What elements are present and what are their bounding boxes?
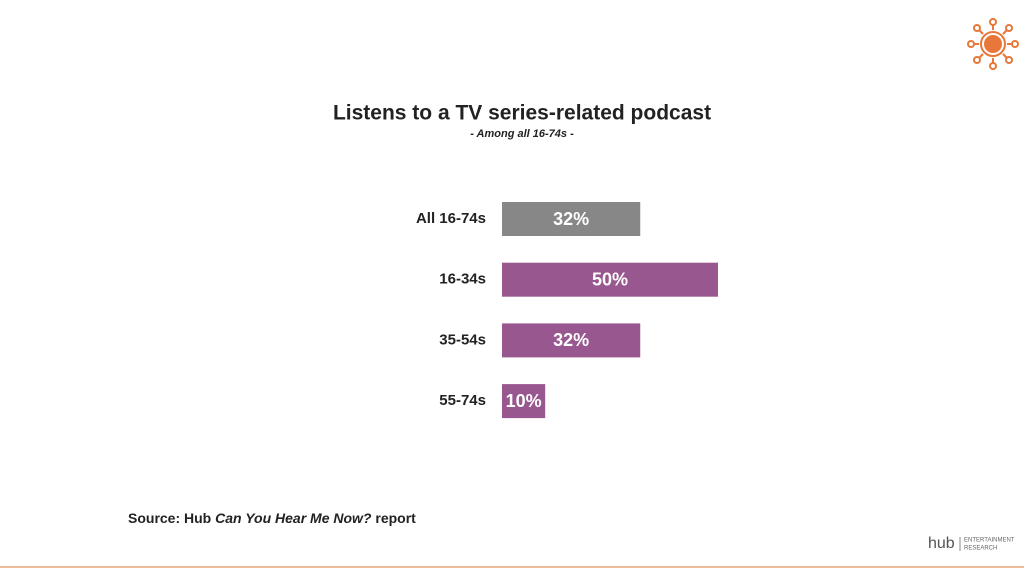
logo-sub: RESEARCH [964,546,997,552]
bar [502,384,546,419]
source-prefix: Source: Hub [128,510,215,526]
source-suffix: report [371,510,416,526]
source: Source: Hub Can You Hear Me Now? report [128,510,416,526]
category-label: All 16-74s [416,210,486,227]
source-title: Can You Hear Me Now? [215,510,372,526]
value-label: 32% [553,209,589,229]
value-label: 50% [592,269,628,289]
value-label: 32% [553,330,589,350]
bar [502,323,641,358]
logo-sub: ENTERTAINMENT [964,538,1015,544]
category-label: 16-34s [439,271,486,288]
category-label: 55-74s [439,392,486,409]
sun-icon [967,18,1019,70]
bar [502,262,718,297]
chart-subtitle: - Among all 16-74s - [470,128,574,140]
value-label: 10% [506,391,542,411]
category-label: 35-54s [439,331,486,348]
logo: hub [928,535,955,552]
chart-title: Listens to a TV series-related podcast [333,102,711,125]
bar [502,202,641,236]
